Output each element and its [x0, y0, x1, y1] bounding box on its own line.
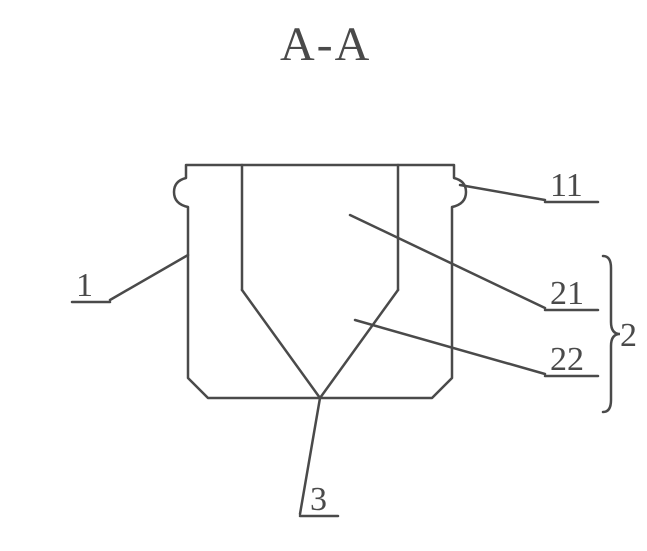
label-21: 21 [550, 275, 584, 312]
label-11: 11 [550, 167, 583, 204]
section-title: A-A [280, 18, 371, 71]
leader-11 [460, 185, 545, 200]
label-2: 2 [620, 317, 637, 354]
cavity-diag-left [242, 290, 320, 398]
leader-21 [350, 215, 545, 308]
part-body-outline [174, 165, 466, 398]
brace-2 [603, 256, 620, 412]
label-22: 22 [550, 341, 584, 378]
leader-1 [110, 255, 188, 300]
label-1: 1 [76, 267, 93, 304]
diagram-canvas: A-A 1 11 21 22 2 3 [0, 0, 647, 551]
leader-22 [355, 320, 545, 374]
label-3: 3 [310, 481, 327, 518]
cavity-diag-right [320, 290, 398, 398]
